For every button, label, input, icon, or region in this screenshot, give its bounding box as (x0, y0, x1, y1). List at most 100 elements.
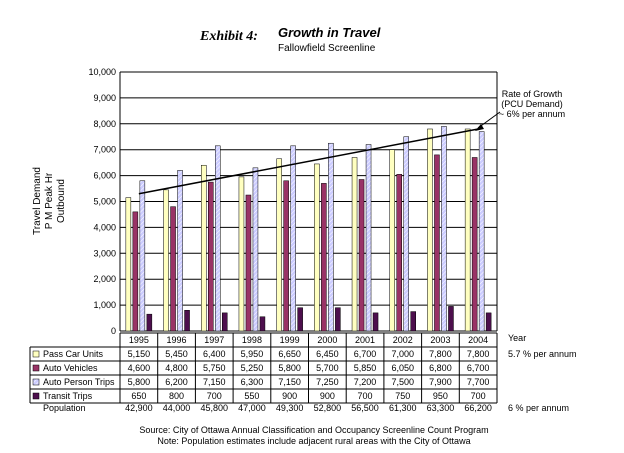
bar-auto-vehicles-1999 (283, 180, 289, 332)
legend-entry: Auto Vehicles (43, 363, 98, 373)
x-tick-label: 2004 (468, 335, 488, 345)
data-label: 700 (358, 391, 373, 401)
bar-transit-trips-1997 (222, 312, 228, 332)
data-label: 6,800 (429, 363, 452, 373)
bar-transit-trips-2003 (448, 306, 454, 332)
legend-swatch (32, 392, 40, 400)
population-value: 66,200 (464, 403, 492, 413)
bar-auto-vehicles-1997 (208, 181, 214, 332)
bar-auto-vehicles-1998 (245, 194, 252, 332)
y-axis-label-line-2: P M Peak Hr (44, 172, 55, 229)
annotation-line-1: Rate of Growth (502, 89, 563, 99)
annotation-line-3: ~ 6% per annum (499, 109, 565, 119)
data-label: 700 (207, 391, 222, 401)
bar-transit-trips-2002 (410, 311, 416, 332)
growth-note: 5.7 % per annum (508, 349, 577, 359)
bar-auto-vehicles-2001 (358, 179, 365, 332)
population-value: 52,800 (314, 403, 342, 413)
y-tick-labels: 0 1,000 2,000 3,000 4,000 5,000 6,000 7,000 8,00… (88, 67, 116, 336)
x-tick-label: 1995 (129, 335, 149, 345)
chart-subtitle: Fallowfield Screenline (278, 43, 376, 54)
data-label: 750 (395, 391, 410, 401)
bar-transit-trips-1996 (184, 310, 190, 332)
x-axis-label: Year (508, 333, 526, 343)
y-tick-label: 7,000 (93, 145, 116, 155)
data-label: 5,850 (354, 363, 377, 373)
data-label: 7,800 (429, 349, 452, 359)
bar-transit-trips-2004 (485, 312, 492, 332)
data-label: 7,000 (391, 349, 414, 359)
bar-auto-person-trips-2004 (478, 131, 485, 332)
data-label: 4,800 (165, 363, 188, 373)
data-label: 7,150 (278, 377, 301, 387)
population-value: 49,300 (276, 403, 304, 413)
data-label: 7,800 (467, 349, 490, 359)
annotation-line-2: (PCU Demand) (501, 99, 563, 109)
bar-transit-trips-1998 (259, 316, 266, 332)
chart-title: Growth in Travel (278, 25, 381, 40)
legend-entry: Pass Car Units (43, 349, 104, 359)
data-label: 5,800 (128, 377, 151, 387)
data-label: 900 (320, 391, 335, 401)
population-value: 42,900 (125, 403, 153, 413)
annotation-arrowhead (475, 124, 484, 131)
x-tick-label: 2002 (393, 335, 413, 345)
bar-auto-person-trips-2000 (328, 142, 334, 332)
y-tick-label: 2,000 (93, 274, 116, 284)
bar-auto-person-trips-1998 (252, 167, 259, 332)
bar-pass-car-units-1996 (163, 189, 169, 332)
data-label: 7,500 (391, 377, 414, 387)
data-label: 6,700 (354, 349, 377, 359)
data-label: 6,700 (467, 363, 490, 373)
y-tick-label: 10,000 (88, 67, 116, 77)
y-tick-label: 9,000 (93, 93, 116, 103)
legend-swatch (32, 350, 40, 358)
data-table: 1995 1996 1997 1998 1999 2000 2001 2002 2003 2004… (29, 332, 577, 413)
y-tick-label: 8,000 (93, 119, 116, 129)
data-label: 5,750 (203, 363, 226, 373)
data-label: 5,800 (278, 363, 301, 373)
bar-transit-trips-1995 (146, 313, 153, 332)
source-line: Source: City of Ottawa Annual Classifica… (139, 425, 488, 435)
trend-line (138, 128, 479, 195)
bar-pass-car-units-2001 (351, 157, 358, 332)
y-tick-label: 1,000 (93, 300, 116, 310)
data-label: 6,400 (203, 349, 226, 359)
bar-auto-person-trips-1999 (290, 145, 296, 332)
y-axis-label-line-1: Travel Demand (32, 167, 43, 235)
x-tick-label: 2001 (355, 335, 375, 345)
data-label: 5,150 (128, 349, 151, 359)
y-axis-label-line-3: Outbound (56, 179, 67, 223)
legend-swatch (32, 378, 40, 386)
bar-auto-vehicles-2003 (434, 154, 440, 332)
data-label: 4,600 (128, 363, 151, 373)
data-label: 6,050 (391, 363, 414, 373)
y-tick-label: 0 (111, 326, 116, 336)
bar-auto-vehicles-1995 (132, 211, 139, 332)
data-label: 800 (169, 391, 184, 401)
bar-pass-car-units-1997 (201, 164, 207, 332)
data-label: 5,250 (241, 363, 264, 373)
bar-auto-person-trips-2001 (365, 144, 372, 332)
y-tick-label: 3,000 (93, 248, 116, 258)
data-label: 650 (131, 391, 146, 401)
bar-pass-car-units-1998 (238, 176, 245, 332)
data-label: 6,450 (316, 349, 339, 359)
x-tick-label: 2003 (430, 335, 450, 345)
data-label: 700 (471, 391, 486, 401)
data-label: 6,200 (165, 377, 188, 387)
population-label: Population (43, 403, 86, 413)
bar-auto-person-trips-1995 (139, 180, 146, 332)
bar-auto-person-trips-1997 (215, 145, 221, 332)
legend-swatch (32, 364, 40, 372)
trend-line-group (138, 128, 479, 195)
y-tick-label: 4,000 (93, 222, 116, 232)
gridlines (119, 71, 498, 332)
bar-auto-vehicles-2000 (321, 183, 327, 332)
data-label: 5,700 (316, 363, 339, 373)
data-label: 900 (282, 391, 297, 401)
population-value: 44,000 (163, 403, 191, 413)
data-label: 7,150 (203, 377, 226, 387)
data-label: 6,300 (241, 377, 264, 387)
